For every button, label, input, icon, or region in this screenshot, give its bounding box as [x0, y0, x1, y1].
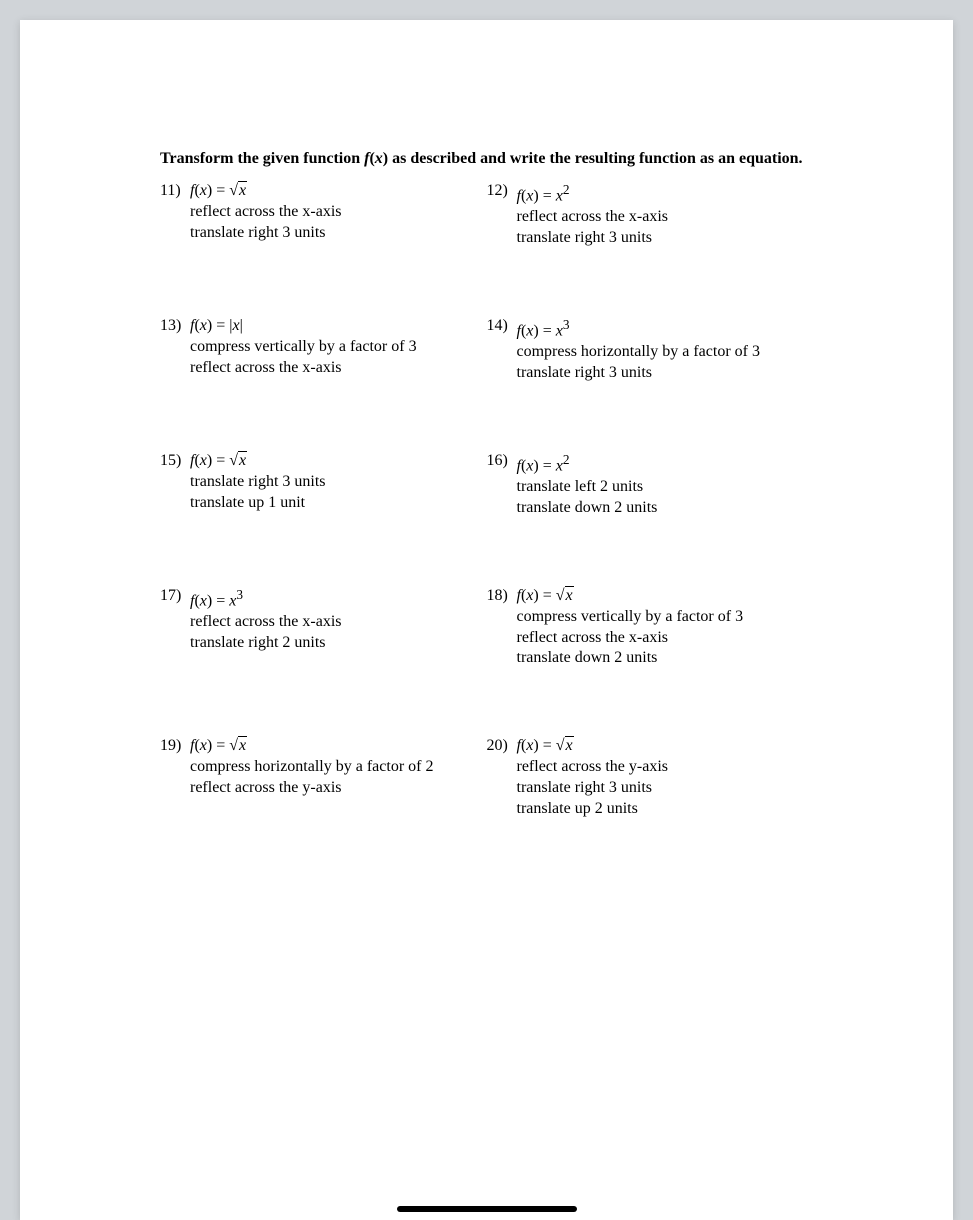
- problem-body: f(x) = x3compress horizontally by a fact…: [517, 317, 814, 384]
- problem-body: f(x) = x compress vertically by a factor …: [517, 587, 814, 669]
- transform-line: translate right 3 units: [190, 472, 487, 493]
- worksheet-page: Transform the given function f(x) as des…: [20, 20, 953, 1220]
- problem-number: 17): [160, 587, 190, 605]
- problem-grid: 11)f(x) = xreflect across the x-axistran…: [160, 182, 813, 888]
- transform-line: translate down 2 units: [517, 498, 814, 519]
- problem-number: 19): [160, 737, 190, 755]
- scroll-indicator: [397, 1206, 577, 1212]
- problem-body: f(x) = |x| compress vertically by a facto…: [190, 317, 487, 379]
- problem-number: 20): [487, 737, 517, 755]
- problem-body: f(x) = x reflect across the x-axistransla…: [190, 182, 487, 244]
- transform-line: reflect across the x-axis: [517, 628, 814, 649]
- function-expression: f(x) = x: [517, 737, 814, 755]
- problem-number: 12): [487, 182, 517, 200]
- transform-line: reflect across the y-axis: [517, 757, 814, 778]
- transform-line: translate right 3 units: [517, 228, 814, 249]
- transform-line: translate right 3 units: [517, 778, 814, 799]
- function-expression: f(x) = |x|: [190, 317, 487, 335]
- transform-line: translate down 2 units: [517, 648, 814, 669]
- problem-body: f(x) = xreflect across the y-axistransla…: [517, 737, 814, 819]
- page-title: Transform the given function f(x) as des…: [160, 150, 813, 168]
- function-expression: f(x) = x3: [190, 587, 487, 610]
- problem-number: 11): [160, 182, 190, 200]
- problem-13: 13)f(x) = |x| compress vertically by a fa…: [160, 317, 487, 384]
- problem-number: 14): [487, 317, 517, 335]
- transform-line: translate up 2 units: [517, 799, 814, 820]
- problem-14: 14)f(x) = x3compress horizontally by a f…: [487, 317, 814, 384]
- function-expression: f(x) = x2: [517, 452, 814, 475]
- problem-number: 13): [160, 317, 190, 335]
- problem-body: f(x) = x3reflect across the x-axistransl…: [190, 587, 487, 654]
- problem-17: 17)f(x) = x3reflect across the x-axistra…: [160, 587, 487, 669]
- problem-15: 15)f(x) = x translate right 3 unitstransl…: [160, 452, 487, 519]
- function-expression: f(x) = x: [190, 452, 487, 470]
- transform-line: compress vertically by a factor of 3: [517, 607, 814, 628]
- transform-line: compress horizontally by a factor of 3: [517, 342, 814, 363]
- transform-line: reflect across the x-axis: [517, 207, 814, 228]
- problem-16: 16)f(x) = x2translate left 2 unitstransl…: [487, 452, 814, 519]
- function-expression: f(x) = x2: [517, 182, 814, 205]
- transform-line: translate right 3 units: [190, 223, 487, 244]
- transform-line: compress vertically by a factor of 3: [190, 337, 487, 358]
- transform-line: reflect across the x-axis: [190, 612, 487, 633]
- function-expression: f(x) = x3: [517, 317, 814, 340]
- problem-12: 12)f(x) = x2reflect across the x-axistra…: [487, 182, 814, 249]
- problem-20: 20)f(x) = xreflect across the y-axistran…: [487, 737, 814, 819]
- transform-line: translate right 2 units: [190, 633, 487, 654]
- transform-line: translate up 1 unit: [190, 493, 487, 514]
- problem-number: 18): [487, 587, 517, 605]
- problem-11: 11)f(x) = x reflect across the x-axistran…: [160, 182, 487, 249]
- problem-body: f(x) = x compress horizontally by a facto…: [190, 737, 487, 799]
- problem-19: 19)f(x) = x compress horizontally by a fa…: [160, 737, 487, 819]
- transform-line: translate left 2 units: [517, 477, 814, 498]
- problem-body: f(x) = x2translate left 2 unitstranslate…: [517, 452, 814, 519]
- problem-number: 15): [160, 452, 190, 470]
- problem-body: f(x) = x translate right 3 unitstranslate…: [190, 452, 487, 514]
- transform-line: reflect across the x-axis: [190, 358, 487, 379]
- problem-number: 16): [487, 452, 517, 470]
- transform-line: translate right 3 units: [517, 363, 814, 384]
- function-expression: f(x) = x: [517, 587, 814, 605]
- transform-line: reflect across the x-axis: [190, 202, 487, 223]
- problem-body: f(x) = x2reflect across the x-axistransl…: [517, 182, 814, 249]
- function-expression: f(x) = x: [190, 737, 487, 755]
- function-expression: f(x) = x: [190, 182, 487, 200]
- transform-line: reflect across the y-axis: [190, 778, 487, 799]
- transform-line: compress horizontally by a factor of 2: [190, 757, 487, 778]
- problem-18: 18)f(x) = x compress vertically by a fact…: [487, 587, 814, 669]
